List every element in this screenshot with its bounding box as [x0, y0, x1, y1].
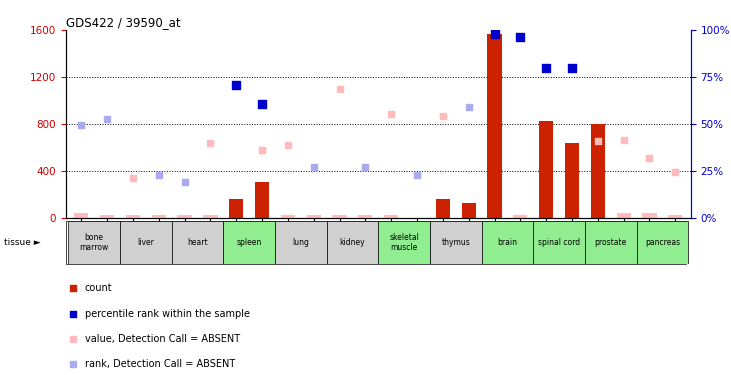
Point [515, 34, 526, 40]
Point [643, 155, 655, 161]
Point [205, 140, 216, 146]
Text: prostate: prostate [594, 238, 627, 248]
Point [592, 138, 604, 144]
Point [127, 175, 139, 181]
Point [540, 64, 552, 70]
Point [230, 82, 242, 88]
Point [334, 86, 346, 92]
Text: bone
marrow: bone marrow [80, 234, 109, 252]
Text: lung: lung [292, 238, 309, 248]
Bar [616, 213, 631, 217]
FancyBboxPatch shape [172, 221, 224, 264]
Point [153, 172, 164, 178]
Text: percentile rank within the sample: percentile rank within the sample [85, 309, 249, 318]
Text: skeletal
muscle: skeletal muscle [389, 234, 419, 252]
Bar [384, 215, 398, 217]
FancyBboxPatch shape [327, 221, 379, 264]
Bar [333, 215, 346, 217]
FancyBboxPatch shape [482, 221, 533, 264]
Point [411, 172, 423, 178]
Bar [203, 215, 218, 217]
Bar [126, 215, 140, 217]
Point [566, 64, 577, 70]
Bar [488, 33, 501, 218]
Point [75, 122, 87, 128]
Text: liver: liver [137, 238, 154, 248]
Point [385, 111, 397, 117]
Bar [100, 215, 114, 217]
Bar [513, 215, 528, 217]
Point [257, 147, 268, 153]
Text: kidney: kidney [340, 238, 366, 248]
Bar [565, 142, 579, 218]
Point [441, 253, 452, 259]
Bar [668, 215, 683, 217]
Bar [229, 199, 243, 217]
Point [282, 142, 294, 148]
FancyBboxPatch shape [69, 221, 120, 264]
Bar [151, 215, 166, 217]
Text: thymus: thymus [442, 238, 470, 248]
Bar [306, 215, 321, 217]
Point [488, 30, 500, 36]
Text: count: count [85, 283, 112, 293]
FancyBboxPatch shape [637, 221, 688, 264]
Bar [74, 213, 88, 217]
Text: rank, Detection Call = ABSENT: rank, Detection Call = ABSENT [85, 359, 235, 369]
Point [618, 137, 629, 143]
Bar [358, 215, 373, 217]
Point [257, 101, 268, 107]
Text: heart: heart [187, 238, 208, 248]
Text: pancreas: pancreas [645, 238, 680, 248]
Bar [255, 182, 269, 218]
Point [102, 116, 113, 122]
Point [360, 164, 371, 170]
FancyBboxPatch shape [430, 221, 482, 264]
Text: spleen: spleen [237, 238, 262, 248]
Text: spinal cord: spinal cord [538, 238, 580, 248]
Point [463, 104, 474, 110]
Bar [643, 213, 656, 217]
FancyBboxPatch shape [379, 221, 430, 264]
Bar [591, 124, 605, 218]
Point [670, 169, 681, 175]
Point [441, 23, 452, 29]
Bar [436, 199, 450, 217]
Point [437, 112, 449, 118]
FancyBboxPatch shape [120, 221, 172, 264]
FancyBboxPatch shape [224, 221, 275, 264]
Point [308, 164, 319, 170]
Point [179, 179, 191, 185]
Bar [281, 215, 295, 217]
Text: tissue ►: tissue ► [4, 238, 40, 248]
Text: GDS422 / 39590_at: GDS422 / 39590_at [66, 16, 181, 29]
Text: brain: brain [497, 238, 518, 248]
FancyBboxPatch shape [533, 221, 585, 264]
FancyBboxPatch shape [275, 221, 327, 264]
FancyBboxPatch shape [585, 221, 637, 264]
Text: value, Detection Call = ABSENT: value, Detection Call = ABSENT [85, 334, 240, 344]
Bar [461, 203, 476, 217]
Bar [178, 215, 192, 217]
Bar [539, 122, 553, 218]
